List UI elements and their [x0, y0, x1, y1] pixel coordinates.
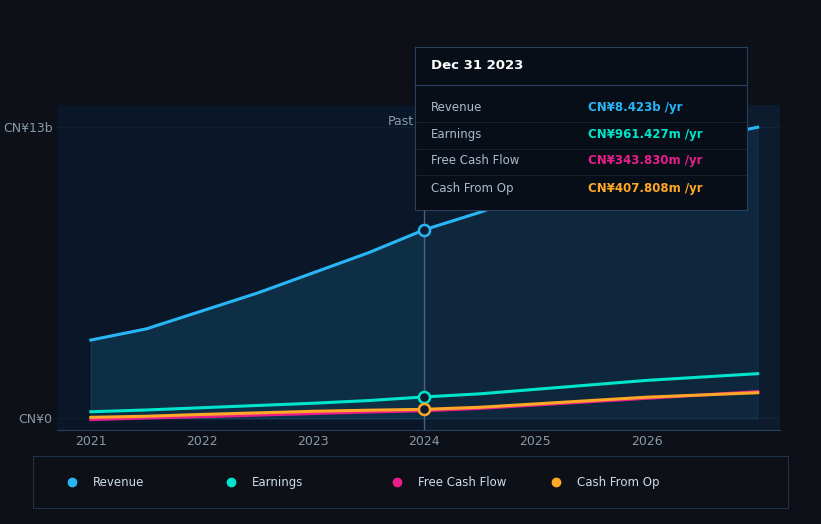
Text: Free Cash Flow: Free Cash Flow — [418, 476, 507, 488]
Bar — [57, 105, 424, 430]
Text: Cash From Op: Cash From Op — [431, 182, 514, 195]
Text: CN¥8.423b /yr: CN¥8.423b /yr — [588, 101, 682, 114]
Text: Earnings: Earnings — [431, 128, 483, 141]
Text: Dec 31 2023: Dec 31 2023 — [431, 59, 524, 72]
Text: Cash From Op: Cash From Op — [576, 476, 659, 488]
Text: CN¥961.427m /yr: CN¥961.427m /yr — [588, 128, 702, 141]
Text: CN¥407.808m /yr: CN¥407.808m /yr — [588, 182, 702, 195]
Text: Past: Past — [388, 115, 414, 127]
Text: CN¥343.830m /yr: CN¥343.830m /yr — [588, 155, 702, 167]
Text: Analysts Forecasts: Analysts Forecasts — [435, 115, 552, 127]
Text: Revenue: Revenue — [94, 476, 144, 488]
Text: Earnings: Earnings — [252, 476, 303, 488]
Text: Revenue: Revenue — [431, 101, 483, 114]
Text: Free Cash Flow: Free Cash Flow — [431, 155, 520, 167]
